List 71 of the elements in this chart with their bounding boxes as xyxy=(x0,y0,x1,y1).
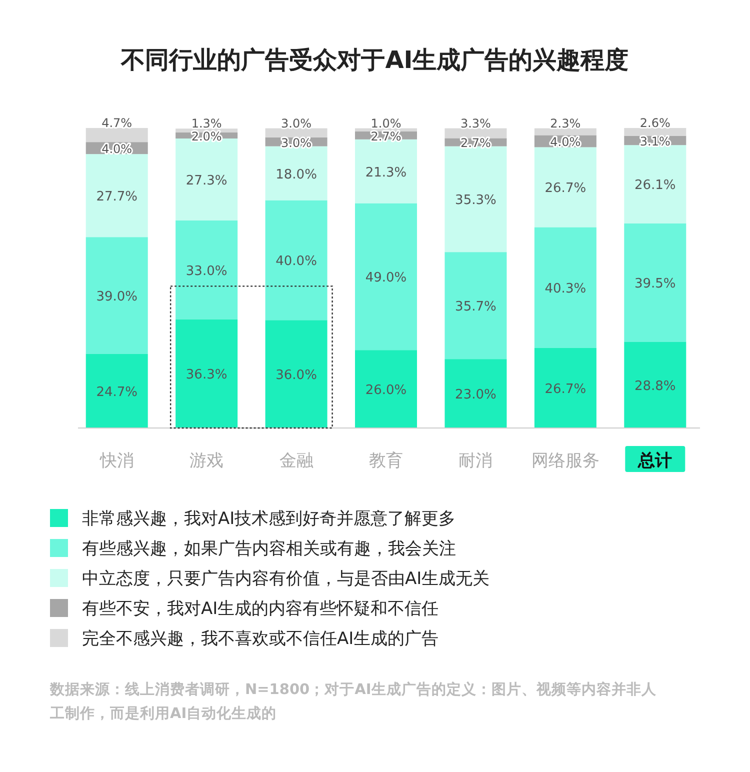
data-label: 35.7% xyxy=(455,300,496,315)
bar xyxy=(444,359,507,428)
bar xyxy=(86,154,148,238)
bar xyxy=(86,237,148,354)
data-label: 33.0% xyxy=(186,264,228,279)
bar xyxy=(624,128,686,136)
x-tick-label: 游戏 xyxy=(190,451,224,471)
data-label: 2.7% xyxy=(460,136,491,150)
x-tick-label: 耐消 xyxy=(458,451,493,471)
data-label: 2.6% xyxy=(640,116,670,130)
data-label: 24.7% xyxy=(96,384,138,400)
bar xyxy=(176,319,238,428)
bar xyxy=(624,223,686,342)
data-label: 2.3% xyxy=(550,116,581,130)
bar xyxy=(355,350,417,428)
bar xyxy=(534,227,596,348)
legend-label: 有些感兴趣，如果广告内容相关或有趣，我会关注 xyxy=(82,539,456,559)
data-label: 36.0% xyxy=(276,368,317,384)
data-label: 3.0% xyxy=(281,136,312,150)
data-label: 26.1% xyxy=(634,178,676,194)
data-label: 35.3% xyxy=(455,193,496,208)
x-tick-label: 快消 xyxy=(98,451,134,471)
data-label: 28.8% xyxy=(634,378,676,394)
data-label: 39.5% xyxy=(634,276,676,292)
bar xyxy=(265,146,328,200)
data-label: 3.1% xyxy=(640,134,670,148)
source-note: 数据来源：线上消费者调研，N=1800；对于AI生成广告的定义：图片、视频等内容并非人工制作，而是利用AI自动化生成的 xyxy=(49,680,658,722)
data-label: 36.3% xyxy=(186,368,228,383)
chart-title: 不同行业的广告受众对于AI生成广告的兴趣程度 xyxy=(120,46,629,74)
data-label: 27.3% xyxy=(186,173,228,188)
data-label: 26.7% xyxy=(544,382,586,397)
data-label: 1.0% xyxy=(370,116,402,130)
data-label: 18.0% xyxy=(276,167,317,182)
x-tick-label: 总计 xyxy=(637,451,672,471)
bar xyxy=(534,348,596,428)
data-label: 27.7% xyxy=(96,190,138,205)
bar xyxy=(86,128,148,142)
bar xyxy=(534,147,596,228)
bar xyxy=(444,252,507,360)
bar xyxy=(86,354,148,428)
data-label: 4.0% xyxy=(102,142,132,156)
bar xyxy=(624,342,686,428)
x-tick-label: 教育 xyxy=(369,451,403,471)
bar xyxy=(444,146,507,252)
data-label: 3.0% xyxy=(281,116,312,130)
data-label: 26.0% xyxy=(365,383,407,398)
data-label: 1.3% xyxy=(191,116,222,131)
data-label: 40.0% xyxy=(276,254,317,270)
data-label: 23.0% xyxy=(455,388,496,403)
bar xyxy=(265,320,328,428)
bar xyxy=(534,128,596,136)
data-label: 3.3% xyxy=(460,116,491,130)
data-label: 21.3% xyxy=(365,165,407,180)
data-label: 49.0% xyxy=(365,270,407,286)
bar xyxy=(624,145,686,224)
bar xyxy=(265,128,328,138)
data-label: 40.3% xyxy=(544,282,586,297)
x-tick-label: 网络服务 xyxy=(531,451,600,471)
data-label: 4.0% xyxy=(550,135,581,150)
bar xyxy=(265,200,328,320)
x-tick-label: 金融 xyxy=(279,451,314,471)
data-label: 26.7% xyxy=(544,181,586,196)
bar xyxy=(176,220,238,320)
bar xyxy=(355,139,417,204)
bar xyxy=(355,203,417,350)
data-label: 39.0% xyxy=(96,290,138,305)
data-label: 4.7% xyxy=(102,116,132,130)
legend-label: 完全不感兴趣，我不喜欢或不信任AI生成的广告 xyxy=(82,629,439,649)
legend-label: 非常感兴趣，我对AI技术感到好奇并愿意了解更多 xyxy=(82,509,456,529)
legend-label: 中立态度，只要广告内容有价值，与是否由AI生成无关 xyxy=(82,569,490,589)
legend-label: 有些不安，我对AI生成的内容有些怀疑和不信任 xyxy=(82,599,439,619)
